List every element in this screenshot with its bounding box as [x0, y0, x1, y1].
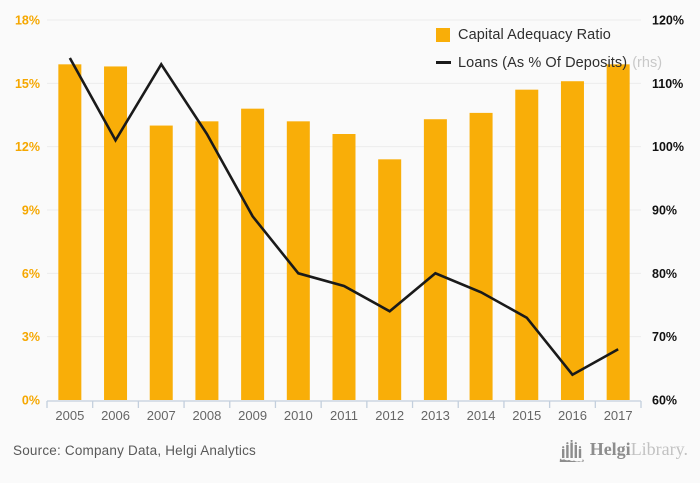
logo-text-library: Library. — [630, 438, 688, 459]
right-axis-tick-label: 90% — [652, 204, 677, 218]
bar-2008 — [195, 121, 219, 400]
bar-2012 — [378, 159, 402, 400]
left-axis-tick-label: 12% — [15, 140, 40, 154]
loans-deposits-line — [68, 57, 619, 377]
left-axis-tick-label: 6% — [22, 267, 40, 281]
chart-legend: Capital Adequacy Ratio Loans (As % Of De… — [436, 24, 662, 73]
year-label-2005: 2005 — [55, 408, 84, 423]
bar-2013 — [423, 119, 447, 400]
year-label-2017: 2017 — [604, 408, 633, 423]
logo-text-helgi: Helgi — [589, 438, 631, 459]
right-axis-tick-label: 60% — [652, 394, 677, 408]
year-label-2007: 2007 — [147, 408, 176, 423]
year-label-2006: 2006 — [101, 408, 130, 423]
legend-item-capital-adequacy: Capital Adequacy Ratio — [436, 24, 662, 45]
bar-2015 — [515, 89, 539, 401]
year-label-2009: 2009 — [238, 408, 267, 423]
source-attribution: Source: Company Data, Helgi Analytics — [13, 443, 257, 458]
legend-label: Capital Adequacy Ratio — [458, 26, 611, 43]
bar-2006 — [104, 66, 128, 400]
line-swatch-icon — [436, 61, 451, 64]
bar-swatch-icon — [436, 27, 450, 42]
capital-adequacy-chart: 18% 120% 15% 110% 12% 100% 9% 90% 6% 80% 3% 70% 0% 60… — [15, 14, 684, 424]
year-label-2016: 2016 — [558, 408, 587, 423]
left-axis-tick-label: 15% — [15, 77, 40, 91]
bar-2005 — [58, 64, 82, 400]
year-label-2008: 2008 — [192, 408, 221, 423]
legend-label: Loans (As % Of Deposits) — [458, 54, 628, 71]
left-axis-tick-label: 3% — [22, 330, 40, 344]
year-label-2015: 2015 — [512, 408, 541, 423]
right-axis-tick-label: 100% — [652, 140, 684, 154]
bar-2011 — [332, 134, 356, 400]
bar-2007 — [149, 125, 173, 401]
right-axis-tick-label: 120% — [652, 14, 684, 28]
bar-2009 — [241, 108, 265, 401]
left-axis-tick-label: 18% — [15, 14, 40, 28]
year-label-2013: 2013 — [421, 408, 450, 423]
year-label-2014: 2014 — [467, 408, 496, 423]
bar-2010 — [286, 121, 310, 400]
year-label-2011: 2011 — [330, 408, 358, 423]
bar-2017 — [606, 64, 630, 400]
legend-item-loans: Loans (As % Of Deposits) (rhs) — [436, 52, 662, 73]
left-axis-tick-label: 0% — [22, 394, 40, 408]
bar-2014 — [469, 112, 493, 400]
right-axis-tick-label: 110% — [652, 77, 683, 91]
bar-2016 — [560, 81, 584, 400]
year-label-2012: 2012 — [375, 408, 404, 423]
helgi-library-logo: Helgi Library. — [559, 438, 688, 462]
left-axis-tick-label: 9% — [22, 204, 40, 218]
chart-area: 18% 120% 15% 110% 12% 100% 9% 90% 6% 80% 3% 70% 0% 60… — [15, 14, 684, 424]
chart-footer: Source: Company Data, Helgi Analytics He… — [0, 432, 700, 483]
right-axis-tick-label: 70% — [652, 330, 677, 344]
legend-rhs-note: (rhs) — [632, 54, 663, 71]
helgi-bridge-icon — [559, 440, 584, 462]
right-axis-tick-label: 80% — [652, 267, 677, 281]
year-label-2010: 2010 — [284, 408, 313, 423]
